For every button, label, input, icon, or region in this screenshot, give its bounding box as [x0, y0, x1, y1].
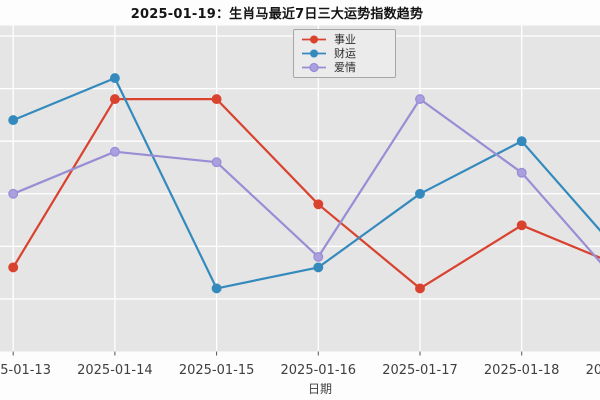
career-point	[313, 199, 324, 210]
x-tick-label: 2025-01-14	[77, 363, 153, 378]
career-point	[211, 94, 222, 105]
chart-title: 2025-01-19：生肖马最近7日三大运势指数趋势	[130, 7, 424, 22]
x-tick-label: 2025-01-15	[179, 363, 255, 378]
wealth-line-marker-icon	[302, 49, 326, 58]
love-point	[109, 146, 120, 157]
x-tick-label: 2025-01-19	[586, 363, 600, 378]
x-axis-label: 日期	[307, 382, 332, 396]
legend-item-love: 爱情	[301, 60, 389, 74]
x-tick-label: 2025-01-18	[484, 363, 560, 378]
legend-label-career: 事业	[334, 33, 356, 47]
legend-item-career: 事业	[301, 33, 389, 47]
love-point	[211, 157, 222, 168]
wealth-point	[109, 73, 120, 84]
wealth-point	[415, 188, 425, 199]
love-point	[415, 94, 425, 105]
wealth-point	[211, 283, 222, 294]
plot-background	[0, 25, 600, 352]
wealth-point	[8, 115, 19, 126]
love-point	[313, 251, 324, 262]
career-point	[8, 262, 19, 273]
love-line-marker-icon	[302, 62, 326, 72]
wealth-point	[516, 136, 527, 147]
x-tick-label: 2025-01-17	[382, 363, 458, 378]
x-tick-label: 2025-01-16	[281, 363, 357, 378]
wealth-point	[313, 262, 324, 273]
legend: 事业 财运 爱情	[293, 29, 396, 78]
career-line-marker-icon	[302, 35, 326, 44]
career-point	[109, 94, 120, 105]
legend-label-love: 爱情	[334, 60, 356, 74]
love-point	[8, 188, 19, 199]
legend-item-wealth: 财运	[301, 47, 389, 61]
legend-label-wealth: 财运	[334, 47, 356, 60]
x-tick-label: 2025-01-13	[0, 363, 51, 378]
love-point	[516, 167, 527, 178]
career-point	[516, 220, 527, 231]
career-point	[415, 283, 425, 294]
